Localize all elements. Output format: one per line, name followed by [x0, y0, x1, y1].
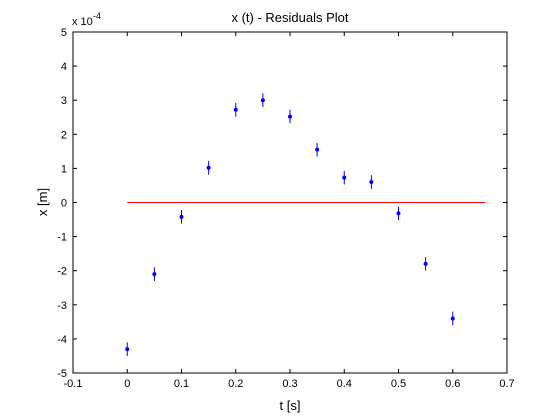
point-marker [450, 316, 455, 321]
data-point [260, 93, 265, 108]
data-point [125, 342, 130, 356]
point-marker [206, 165, 211, 170]
y-tick-label: 1 [61, 163, 67, 175]
y-tick-label: -1 [57, 232, 67, 244]
x-tick-label: 0.3 [282, 378, 297, 390]
point-marker [260, 98, 265, 103]
x-tick-label: 0.2 [228, 378, 243, 390]
data-point [179, 210, 184, 224]
data-point [152, 267, 157, 281]
point-marker [233, 107, 238, 112]
data-point [396, 206, 401, 221]
y-tick-label: 3 [61, 95, 67, 107]
x-tick-labels: -0.1 0 0.1 0.2 0.3 0.4 0.5 0.6 0.7 [64, 378, 515, 390]
y-tick-label: -2 [57, 266, 67, 278]
y-tick-label: 0 [61, 198, 67, 210]
x-axis-label: t [s] [280, 398, 301, 413]
point-marker [315, 147, 320, 152]
y-tick-labels: -5 -4 -3 -2 -1 0 1 2 3 4 5 [57, 27, 67, 380]
data-points [125, 93, 455, 356]
chart-title: x (t) - Residuals Plot [231, 10, 348, 25]
x-tick-label: 0.4 [337, 378, 352, 390]
point-marker [152, 272, 157, 277]
x-tick-label: 0.1 [174, 378, 189, 390]
x-tick-label: -0.1 [64, 378, 83, 390]
y-tick-label: 5 [61, 27, 67, 39]
y-axis-multiplier: x 10 -4 [72, 11, 101, 28]
y-tick-label: -4 [57, 334, 67, 346]
data-point [233, 102, 238, 117]
y-tick-label: 4 [61, 61, 67, 73]
axis-ticks [72, 31, 508, 374]
data-point [423, 257, 428, 271]
multiplier-exponent: -4 [93, 11, 101, 21]
data-point [342, 170, 347, 185]
multiplier-base: x 10 [72, 16, 93, 28]
point-marker [396, 211, 401, 216]
x-tick-label: 0 [124, 378, 130, 390]
point-marker [369, 180, 374, 185]
x-tick-label: 0.6 [445, 378, 460, 390]
point-marker [342, 175, 347, 180]
point-marker [179, 214, 184, 219]
y-tick-label: -3 [57, 300, 67, 312]
y-tick-label: 2 [61, 129, 67, 141]
data-point [288, 109, 292, 124]
y-axis-label: x [m] [35, 188, 50, 216]
x-tick-label: 0.7 [499, 378, 514, 390]
point-marker [423, 261, 428, 266]
data-point [450, 311, 455, 326]
y-tick-label: -5 [57, 368, 67, 380]
data-point [206, 160, 211, 175]
point-marker [288, 114, 292, 119]
x-tick-label: 0.5 [391, 378, 406, 390]
data-point [369, 175, 374, 189]
point-marker [125, 347, 130, 352]
data-point [315, 142, 320, 157]
